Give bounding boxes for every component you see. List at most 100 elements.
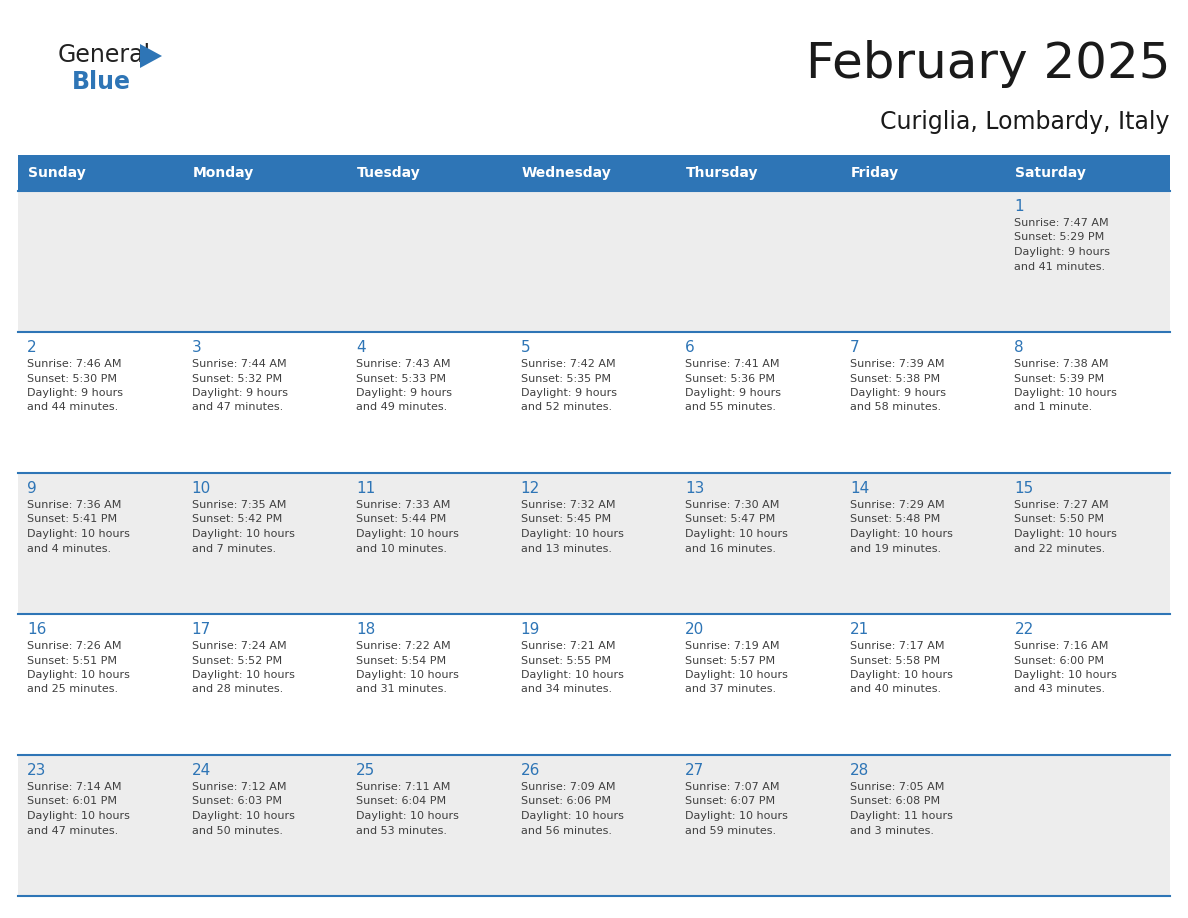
Bar [841,614,1005,755]
Text: and 10 minutes.: and 10 minutes. [356,543,447,554]
Bar [347,473,512,614]
Text: Daylight: 10 hours: Daylight: 10 hours [520,529,624,539]
Text: and 55 minutes.: and 55 minutes. [685,402,776,412]
Bar [676,755,841,896]
Text: and 4 minutes.: and 4 minutes. [27,543,112,554]
Text: Sunrise: 7:27 AM: Sunrise: 7:27 AM [1015,500,1110,510]
Text: and 13 minutes.: and 13 minutes. [520,543,612,554]
Text: Thursday: Thursday [687,166,759,180]
Text: Blue: Blue [72,70,131,94]
Text: Daylight: 10 hours: Daylight: 10 hours [685,811,788,821]
Text: and 31 minutes.: and 31 minutes. [356,685,447,695]
Bar [18,155,1170,191]
Text: Sunrise: 7:11 AM: Sunrise: 7:11 AM [356,782,450,792]
Bar [347,755,512,896]
Text: Saturday: Saturday [1016,166,1086,180]
Text: Sunset: 5:51 PM: Sunset: 5:51 PM [27,655,116,666]
Text: Sunrise: 7:07 AM: Sunrise: 7:07 AM [685,782,779,792]
Text: Sunset: 5:35 PM: Sunset: 5:35 PM [520,374,611,384]
Text: 6: 6 [685,340,695,355]
Text: and 41 minutes.: and 41 minutes. [1015,262,1106,272]
Bar [1005,332,1170,473]
Text: and 25 minutes.: and 25 minutes. [27,685,118,695]
Text: and 1 minute.: and 1 minute. [1015,402,1093,412]
Text: Sunrise: 7:26 AM: Sunrise: 7:26 AM [27,641,121,651]
Text: Sunrise: 7:14 AM: Sunrise: 7:14 AM [27,782,121,792]
Text: Sunset: 5:52 PM: Sunset: 5:52 PM [191,655,282,666]
Text: Sunrise: 7:05 AM: Sunrise: 7:05 AM [849,782,944,792]
Text: 26: 26 [520,763,541,778]
Text: and 34 minutes.: and 34 minutes. [520,685,612,695]
Text: Daylight: 10 hours: Daylight: 10 hours [356,670,459,680]
Text: Sunday: Sunday [29,166,86,180]
Text: 11: 11 [356,481,375,496]
Bar [18,191,183,332]
Text: Sunrise: 7:17 AM: Sunrise: 7:17 AM [849,641,944,651]
Text: Sunrise: 7:47 AM: Sunrise: 7:47 AM [1015,218,1110,228]
Bar [676,332,841,473]
Text: Sunrise: 7:24 AM: Sunrise: 7:24 AM [191,641,286,651]
Text: Sunrise: 7:41 AM: Sunrise: 7:41 AM [685,359,779,369]
Text: Sunset: 5:48 PM: Sunset: 5:48 PM [849,514,940,524]
Bar [1005,191,1170,332]
Bar [18,332,183,473]
Text: Daylight: 9 hours: Daylight: 9 hours [356,388,453,398]
Text: General: General [58,43,151,67]
Text: 25: 25 [356,763,375,778]
Text: Daylight: 9 hours: Daylight: 9 hours [27,388,124,398]
Text: Daylight: 10 hours: Daylight: 10 hours [849,670,953,680]
Text: Sunset: 5:36 PM: Sunset: 5:36 PM [685,374,776,384]
Text: Sunrise: 7:21 AM: Sunrise: 7:21 AM [520,641,615,651]
Text: Sunrise: 7:46 AM: Sunrise: 7:46 AM [27,359,121,369]
Text: and 47 minutes.: and 47 minutes. [191,402,283,412]
Text: Sunset: 5:38 PM: Sunset: 5:38 PM [849,374,940,384]
Text: 21: 21 [849,622,870,637]
Text: Daylight: 9 hours: Daylight: 9 hours [685,388,782,398]
Text: Daylight: 11 hours: Daylight: 11 hours [849,811,953,821]
Text: Sunset: 5:45 PM: Sunset: 5:45 PM [520,514,611,524]
Text: Sunset: 5:41 PM: Sunset: 5:41 PM [27,514,118,524]
Text: 10: 10 [191,481,210,496]
Text: and 52 minutes.: and 52 minutes. [520,402,612,412]
Text: Daylight: 10 hours: Daylight: 10 hours [27,670,129,680]
Text: Daylight: 10 hours: Daylight: 10 hours [191,670,295,680]
Polygon shape [140,44,162,68]
Bar [512,473,676,614]
Text: and 56 minutes.: and 56 minutes. [520,825,612,835]
Text: Sunset: 5:54 PM: Sunset: 5:54 PM [356,655,447,666]
Text: 14: 14 [849,481,870,496]
Text: 19: 19 [520,622,541,637]
Bar [18,614,183,755]
Text: 5: 5 [520,340,530,355]
Text: Daylight: 10 hours: Daylight: 10 hours [1015,529,1117,539]
Text: and 58 minutes.: and 58 minutes. [849,402,941,412]
Text: and 40 minutes.: and 40 minutes. [849,685,941,695]
Text: 3: 3 [191,340,201,355]
Text: 7: 7 [849,340,859,355]
Text: and 28 minutes.: and 28 minutes. [191,685,283,695]
Text: Sunset: 6:07 PM: Sunset: 6:07 PM [685,797,776,807]
Text: and 53 minutes.: and 53 minutes. [356,825,447,835]
Text: Curiglia, Lombardy, Italy: Curiglia, Lombardy, Italy [880,110,1170,134]
Text: Daylight: 10 hours: Daylight: 10 hours [685,529,788,539]
Text: and 59 minutes.: and 59 minutes. [685,825,777,835]
Text: and 3 minutes.: and 3 minutes. [849,825,934,835]
Text: Sunrise: 7:38 AM: Sunrise: 7:38 AM [1015,359,1108,369]
Text: Sunset: 5:32 PM: Sunset: 5:32 PM [191,374,282,384]
Text: 12: 12 [520,481,541,496]
Bar [1005,614,1170,755]
Text: Sunrise: 7:39 AM: Sunrise: 7:39 AM [849,359,944,369]
Bar [841,473,1005,614]
Text: and 47 minutes.: and 47 minutes. [27,825,119,835]
Text: Sunset: 6:04 PM: Sunset: 6:04 PM [356,797,447,807]
Text: 9: 9 [27,481,37,496]
Text: Sunrise: 7:44 AM: Sunrise: 7:44 AM [191,359,286,369]
Bar [347,614,512,755]
Text: Sunrise: 7:12 AM: Sunrise: 7:12 AM [191,782,286,792]
Text: Sunset: 6:06 PM: Sunset: 6:06 PM [520,797,611,807]
Text: 13: 13 [685,481,704,496]
Text: Daylight: 9 hours: Daylight: 9 hours [191,388,287,398]
Text: Sunset: 5:39 PM: Sunset: 5:39 PM [1015,374,1105,384]
Bar [841,332,1005,473]
Text: 18: 18 [356,622,375,637]
